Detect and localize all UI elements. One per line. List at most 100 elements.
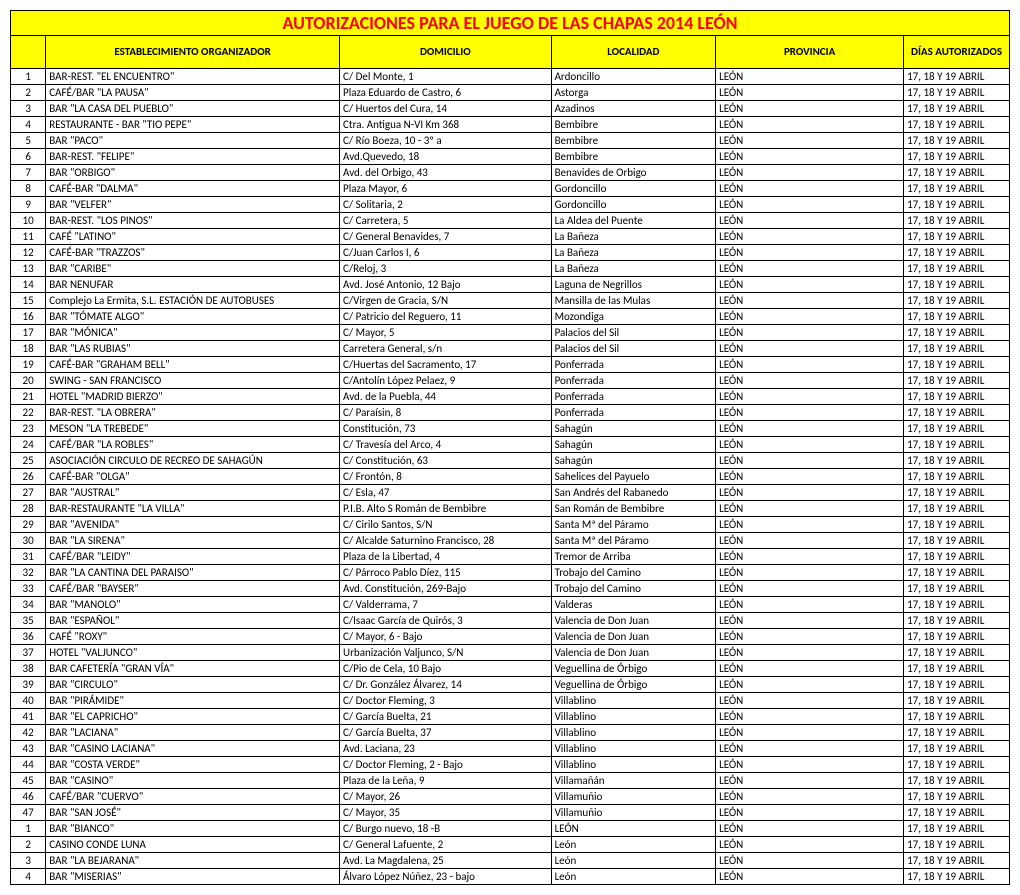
cell-provincia: LEÓN	[716, 853, 904, 869]
cell-provincia: LEÓN	[716, 405, 904, 421]
cell-provincia: LEÓN	[716, 469, 904, 485]
cell-dias: 17, 18 Y 19 ABRIL	[904, 773, 1010, 789]
cell-provincia: LEÓN	[716, 213, 904, 229]
table-row: 28BAR-RESTAURANTE "LA VILLA"P.I.B. Alto …	[11, 501, 1010, 517]
cell-num: 10	[11, 213, 46, 229]
cell-num: 26	[11, 469, 46, 485]
cell-num: 19	[11, 357, 46, 373]
cell-localidad: Bembibre	[551, 149, 716, 165]
cell-establecimiento: BAR "LA CASA DEL PUEBLO"	[46, 101, 340, 117]
cell-num: 16	[11, 309, 46, 325]
cell-provincia: LEÓN	[716, 485, 904, 501]
cell-dias: 17, 18 Y 19 ABRIL	[904, 181, 1010, 197]
cell-dias: 17, 18 Y 19 ABRIL	[904, 565, 1010, 581]
cell-dias: 17, 18 Y 19 ABRIL	[904, 85, 1010, 101]
cell-localidad: Tremor de Arriba	[551, 549, 716, 565]
cell-provincia: LEÓN	[716, 581, 904, 597]
cell-domicilio: C/ García Buelta, 37	[340, 725, 552, 741]
cell-dias: 17, 18 Y 19 ABRIL	[904, 213, 1010, 229]
cell-dias: 17, 18 Y 19 ABRIL	[904, 741, 1010, 757]
cell-domicilio: C/ Alcalde Saturnino Francisco, 28	[340, 533, 552, 549]
cell-dias: 17, 18 Y 19 ABRIL	[904, 821, 1010, 837]
cell-num: 11	[11, 229, 46, 245]
table-row: 13BAR "CARIBE"C/Reloj, 3La BañezaLEÓN17,…	[11, 261, 1010, 277]
cell-dias: 17, 18 Y 19 ABRIL	[904, 117, 1010, 133]
table-wrapper: AUTORIZACIONES PARA EL JUEGO DE LAS CHAP…	[10, 10, 1010, 885]
cell-localidad: Gordoncillo	[551, 181, 716, 197]
table-row: 31CAFÉ/BAR "LEIDY"Plaza de la Libertad, …	[11, 549, 1010, 565]
cell-localidad: Ponferrada	[551, 405, 716, 421]
cell-provincia: LEÓN	[716, 501, 904, 517]
cell-num: 39	[11, 677, 46, 693]
cell-dias: 17, 18 Y 19 ABRIL	[904, 389, 1010, 405]
table-row: 8CAFÉ-BAR "DALMA"Plaza Mayor, 6Gordoncil…	[11, 181, 1010, 197]
cell-localidad: Astorga	[551, 85, 716, 101]
cell-establecimiento: BAR-REST. "LOS PINOS"	[46, 213, 340, 229]
cell-dias: 17, 18 Y 19 ABRIL	[904, 165, 1010, 181]
cell-localidad: Palacios del Sil	[551, 341, 716, 357]
cell-domicilio: C/ Río Boeza, 10 - 3º a	[340, 133, 552, 149]
table-row: 32BAR "LA CANTINA DEL PARAISO"C/ Párroco…	[11, 565, 1010, 581]
cell-establecimiento: BAR "PACO"	[46, 133, 340, 149]
cell-establecimiento: MESON "LA TREBEDE"	[46, 421, 340, 437]
cell-domicilio: Álvaro López Núñez, 23 - bajo	[340, 869, 552, 885]
table-row: 27BAR "AUSTRAL"C/ Esla, 47San Andrés del…	[11, 485, 1010, 501]
cell-dias: 17, 18 Y 19 ABRIL	[904, 133, 1010, 149]
cell-provincia: LEÓN	[716, 181, 904, 197]
cell-domicilio: C/ Carretera, 5	[340, 213, 552, 229]
page-title: AUTORIZACIONES PARA EL JUEGO DE LAS CHAP…	[11, 11, 1010, 36]
table-row: 45BAR "CASINO"Plaza de la Leña, 9Villama…	[11, 773, 1010, 789]
cell-provincia: LEÓN	[716, 373, 904, 389]
cell-establecimiento: BAR-REST. "EL ENCUENTRO"	[46, 69, 340, 85]
table-row: 35BAR "ESPAÑOL"C/Isaac García de Quirós,…	[11, 613, 1010, 629]
cell-localidad: Bembibre	[551, 133, 716, 149]
header-localidad: LOCALIDAD	[551, 36, 716, 69]
cell-dias: 17, 18 Y 19 ABRIL	[904, 277, 1010, 293]
cell-establecimiento: CAFÉ-BAR "DALMA"	[46, 181, 340, 197]
cell-num: 9	[11, 197, 46, 213]
cell-establecimiento: CAFÉ/BAR "LA PAUSA"	[46, 85, 340, 101]
cell-provincia: LEÓN	[716, 517, 904, 533]
cell-localidad: Villamuñio	[551, 805, 716, 821]
cell-localidad: Valencia de Don Juan	[551, 645, 716, 661]
cell-domicilio: Plaza de la Leña, 9	[340, 773, 552, 789]
table-row: 46CAFÉ/BAR "CUERVO"C/ Mayor, 26Villamuñi…	[11, 789, 1010, 805]
authorizations-table: AUTORIZACIONES PARA EL JUEGO DE LAS CHAP…	[10, 10, 1010, 885]
cell-establecimiento: BAR "ESPAÑOL"	[46, 613, 340, 629]
cell-provincia: LEÓN	[716, 293, 904, 309]
cell-establecimiento: CAFÉ-BAR "GRAHAM BELL"	[46, 357, 340, 373]
cell-localidad: Valderas	[551, 597, 716, 613]
cell-domicilio: Plaza Eduardo de Castro, 6	[340, 85, 552, 101]
cell-establecimiento: BAR "EL CAPRICHO"	[46, 709, 340, 725]
cell-provincia: LEÓN	[716, 69, 904, 85]
table-row: 16BAR "TÓMATE ALGO"C/ Patricio del Regue…	[11, 309, 1010, 325]
table-row: 2CAFÉ/BAR "LA PAUSA"Plaza Eduardo de Cas…	[11, 85, 1010, 101]
cell-dias: 17, 18 Y 19 ABRIL	[904, 341, 1010, 357]
cell-localidad: Valencia de Don Juan	[551, 613, 716, 629]
cell-domicilio: Avd. del Orbigo, 43	[340, 165, 552, 181]
cell-num: 36	[11, 629, 46, 645]
cell-localidad: Mozondiga	[551, 309, 716, 325]
cell-domicilio: Avd. de la Puebla, 44	[340, 389, 552, 405]
cell-num: 6	[11, 149, 46, 165]
cell-domicilio: C/Antolín López Pelaez, 9	[340, 373, 552, 389]
cell-domicilio: C/ Burgo nuevo, 18 -B	[340, 821, 552, 837]
cell-domicilio: C/ Mayor, 6 - Bajo	[340, 629, 552, 645]
cell-dias: 17, 18 Y 19 ABRIL	[904, 421, 1010, 437]
cell-establecimiento: CAFÉ/BAR "CUERVO"	[46, 789, 340, 805]
cell-domicilio: P.I.B. Alto S Román de Bembibre	[340, 501, 552, 517]
cell-num: 41	[11, 709, 46, 725]
cell-localidad: Gordoncillo	[551, 197, 716, 213]
cell-dias: 17, 18 Y 19 ABRIL	[904, 245, 1010, 261]
cell-localidad: Palacios del Sil	[551, 325, 716, 341]
cell-domicilio: C/ Párroco Pablo Díez, 115	[340, 565, 552, 581]
cell-localidad: Veguellina de Órbigo	[551, 677, 716, 693]
cell-establecimiento: BAR "AVENIDA"	[46, 517, 340, 533]
table-body: 1BAR-REST. "EL ENCUENTRO"C/ Del Monte, 1…	[11, 69, 1010, 885]
cell-provincia: LEÓN	[716, 869, 904, 885]
cell-num: 21	[11, 389, 46, 405]
cell-provincia: LEÓN	[716, 693, 904, 709]
cell-num: 4	[11, 869, 46, 885]
cell-provincia: LEÓN	[716, 613, 904, 629]
cell-provincia: LEÓN	[716, 725, 904, 741]
